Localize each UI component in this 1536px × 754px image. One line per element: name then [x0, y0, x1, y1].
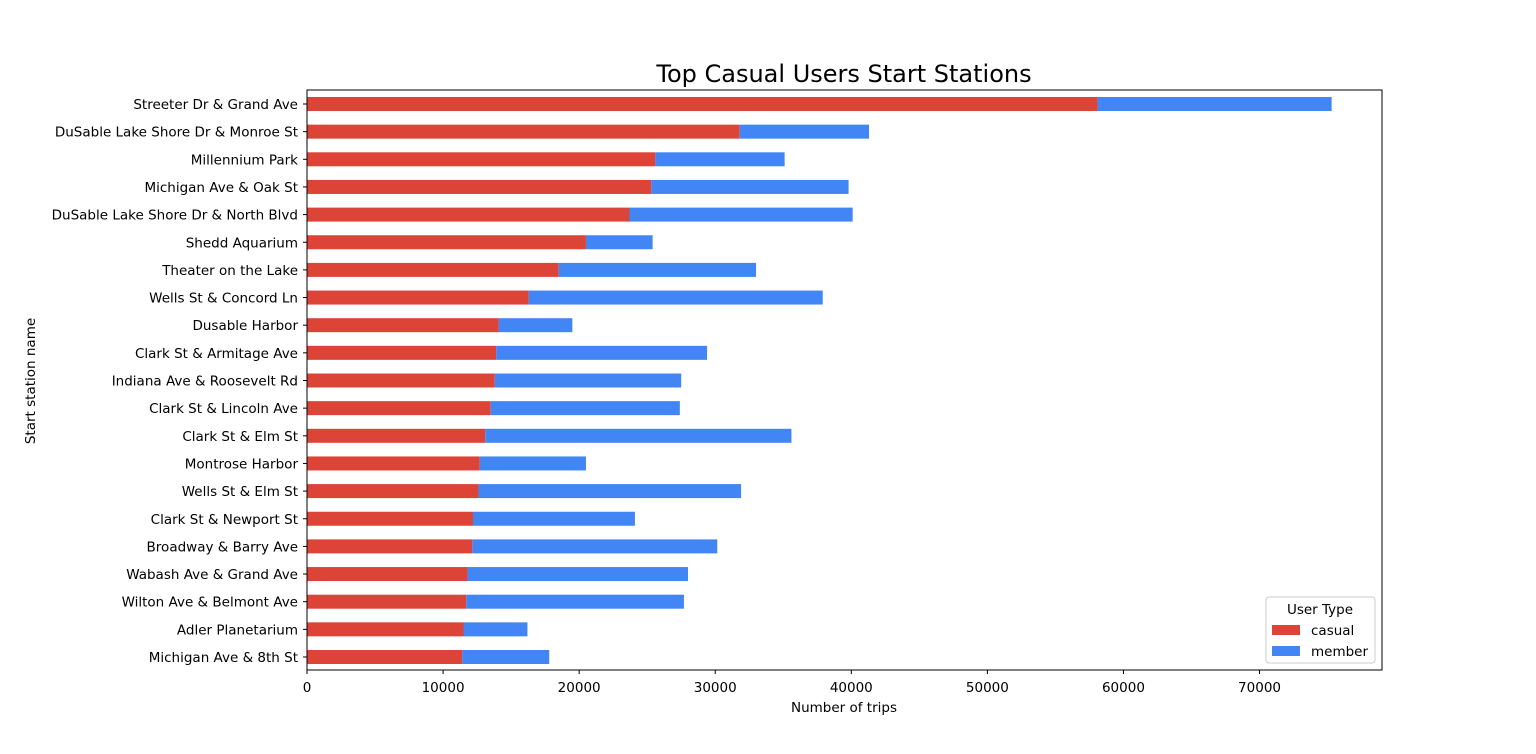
bar-casual-dusable-harbor — [307, 318, 499, 333]
bar-casual-michigan-ave-8th-st — [307, 650, 463, 664]
y-tick-label: Michigan Ave & Oak St — [144, 180, 298, 196]
bar-member-millennium-park — [655, 152, 785, 167]
y-tick-label: Broadway & Barry Ave — [147, 539, 298, 555]
bar-member-michigan-ave-8th-st — [462, 650, 550, 664]
bar-casual-montrose-harbor — [307, 456, 480, 471]
y-tick-label: Indiana Ave & Roosevelt Rd — [112, 374, 298, 390]
y-tick-label: Shedd Aquarium — [186, 235, 298, 251]
bar-casual-clark-st-elm-st — [307, 428, 486, 443]
y-tick-label: Streeter Dr & Grand Ave — [133, 97, 298, 113]
bar-member-wells-st-concord-ln — [528, 290, 823, 305]
bars-group — [307, 97, 1332, 664]
chart-title: Top Casual Users Start Stations — [655, 60, 1031, 88]
bar-member-montrose-harbor — [479, 456, 586, 471]
y-tick-label: DuSable Lake Shore Dr & North Blvd — [52, 208, 298, 224]
y-tick-label: Wilton Ave & Belmont Ave — [122, 595, 298, 611]
bar-member-broadway-barry-ave — [472, 539, 718, 554]
bar-member-wells-st-elm-st — [478, 484, 742, 499]
y-tick-label: Clark St & Elm St — [182, 429, 298, 445]
y-tick-label: Adler Planetarium — [177, 622, 298, 638]
bar-casual-dusable-lake-shore-dr-monroe-st — [307, 124, 740, 139]
x-tick-label: 40000 — [830, 680, 873, 696]
x-tick-label: 10000 — [422, 680, 465, 696]
bar-member-dusable-lake-shore-dr-north-blvd — [629, 207, 853, 222]
x-tick-label: 20000 — [558, 680, 601, 696]
y-axis-label: Start station name — [23, 318, 39, 444]
bar-casual-wells-st-concord-ln — [307, 290, 529, 305]
bar-casual-michigan-ave-oak-st — [307, 179, 652, 194]
bar-casual-theater-on-the-lake — [307, 262, 559, 277]
y-tick-label: Clark St & Newport St — [151, 512, 298, 528]
bar-casual-broadway-barry-ave — [307, 539, 473, 554]
bar-casual-clark-st-armitage-ave — [307, 345, 497, 360]
x-tick-label: 50000 — [966, 680, 1009, 696]
y-tick-label: Clark St & Lincoln Ave — [149, 401, 298, 417]
y-tick-label: Millennium Park — [191, 152, 298, 168]
bar-member-indiana-ave-roosevelt-rd — [494, 373, 682, 388]
y-tick-label: Wells St & Elm St — [182, 484, 298, 500]
x-tick-label: 0 — [303, 680, 312, 696]
legend-swatch-casual — [1272, 625, 1300, 635]
x-axis: 0 10000 20000 30000 40000 50000 60000 70000 — [303, 670, 1281, 696]
bar-casual-wabash-ave-grand-ave — [307, 567, 468, 582]
bar-member-wilton-ave-belmont-ave — [466, 594, 684, 609]
bar-member-clark-st-newport-st — [473, 511, 635, 526]
bar-member-clark-st-armitage-ave — [496, 345, 708, 360]
bar-member-dusable-harbor — [498, 318, 573, 333]
y-tick-label: Michigan Ave & 8th St — [149, 650, 298, 666]
bar-member-wabash-ave-grand-ave — [467, 567, 689, 582]
bar-casual-adler-planetarium — [307, 622, 464, 637]
bar-member-theater-on-the-lake — [558, 262, 757, 277]
y-tick-label: Theater on the Lake — [161, 263, 298, 279]
legend-label-member: member — [1311, 644, 1368, 660]
bar-casual-clark-st-newport-st — [307, 511, 474, 526]
legend-title: User Type — [1287, 602, 1353, 618]
y-tick-label: Dusable Harbor — [192, 318, 298, 334]
bar-casual-indiana-ave-roosevelt-rd — [307, 373, 495, 388]
x-tick-label: 30000 — [694, 680, 737, 696]
bar-member-michigan-ave-oak-st — [651, 179, 849, 194]
bar-casual-streeter-dr-grand-ave — [307, 97, 1098, 111]
y-tick-label: Wells St & Concord Ln — [149, 291, 298, 307]
y-tick-label: Clark St & Armitage Ave — [135, 346, 298, 362]
bar-member-clark-st-elm-st — [485, 428, 792, 443]
bar-casual-clark-st-lincoln-ave — [307, 401, 491, 416]
y-tick-label: Montrose Harbor — [185, 456, 299, 472]
x-axis-label: Number of trips — [791, 700, 897, 716]
bar-member-shedd-aquarium — [585, 235, 653, 250]
legend: User Type casual member — [1265, 596, 1376, 664]
x-tick-label: 70000 — [1238, 680, 1281, 696]
y-tick-label: Wabash Ave & Grand Ave — [126, 567, 298, 583]
y-tick-label: DuSable Lake Shore Dr & Monroe St — [55, 125, 298, 141]
legend-label-casual: casual — [1311, 623, 1354, 639]
bar-casual-wilton-ave-belmont-ave — [307, 594, 467, 609]
bar-member-clark-st-lincoln-ave — [490, 401, 680, 416]
y-axis: Streeter Dr & Grand Ave DuSable Lake Shor… — [52, 97, 307, 666]
bar-casual-dusable-lake-shore-dr-north-blvd — [307, 207, 630, 222]
legend-swatch-member — [1272, 646, 1300, 656]
x-tick-label: 60000 — [1102, 680, 1145, 696]
bar-member-streeter-dr-grand-ave — [1097, 97, 1332, 111]
bar-casual-millennium-park — [307, 152, 656, 167]
bar-member-adler-planetarium — [463, 622, 528, 637]
bar-member-dusable-lake-shore-dr-monroe-st — [739, 124, 869, 139]
bar-casual-shedd-aquarium — [307, 235, 586, 250]
bar-casual-wells-st-elm-st — [307, 484, 479, 499]
